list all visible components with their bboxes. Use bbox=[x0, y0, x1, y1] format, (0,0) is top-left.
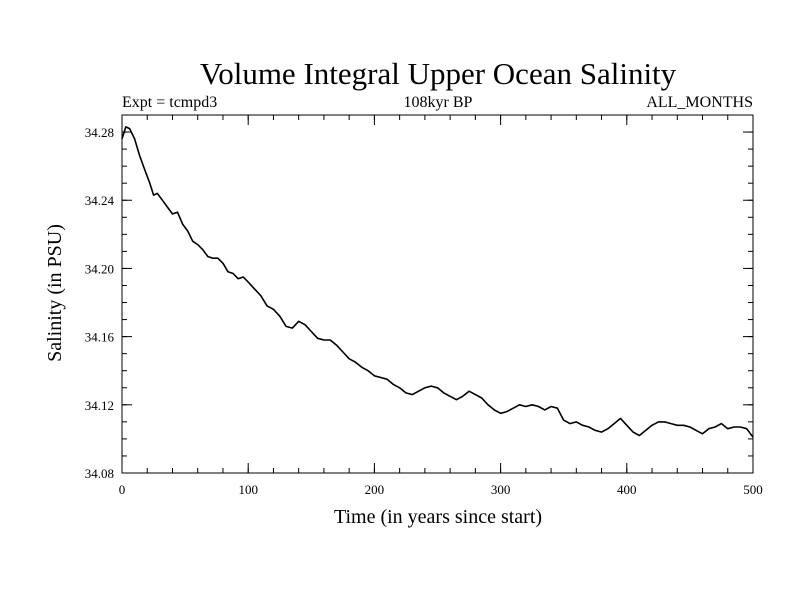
x-tick-label: 200 bbox=[365, 482, 385, 497]
months-label: ALL_MONTHS bbox=[646, 94, 753, 111]
x-tick-label: 300 bbox=[491, 482, 511, 497]
y-axis-label: Salinity (in PSU) bbox=[44, 224, 66, 362]
x-tick-label: 400 bbox=[617, 482, 637, 497]
y-tick-label: 34.20 bbox=[85, 261, 114, 276]
plot-frame bbox=[121, 114, 754, 474]
x-tick-label: 500 bbox=[743, 482, 763, 497]
x-tick-label: 0 bbox=[119, 482, 126, 497]
y-tick-label: 34.12 bbox=[85, 398, 114, 413]
experiment-label: Expt = tcmpd3 bbox=[122, 94, 217, 111]
salinity-series-line bbox=[121, 126, 754, 438]
x-tick-label: 100 bbox=[238, 482, 258, 497]
y-tick-label: 34.16 bbox=[85, 330, 115, 345]
plot-area: 0 100 200 300 400 500 34.08 34.12 34.16 34.20 34.2… bbox=[85, 114, 763, 497]
period-label: 108kyr BP bbox=[404, 94, 473, 111]
chart-title: Volume Integral Upper Ocean Salinity bbox=[200, 56, 677, 91]
y-tick-label: 34.28 bbox=[85, 125, 114, 140]
y-tick-label: 34.08 bbox=[85, 466, 114, 481]
y-tick-label: 34.24 bbox=[85, 193, 115, 208]
x-axis-label: Time (in years since start) bbox=[334, 506, 542, 528]
